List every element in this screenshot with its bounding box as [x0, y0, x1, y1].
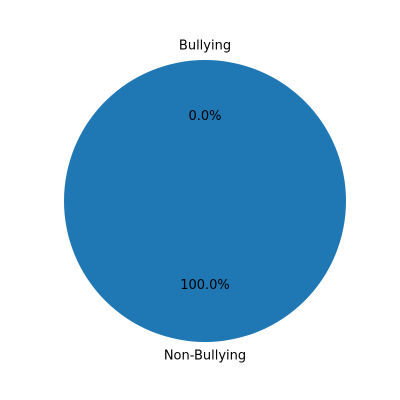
slice-label-non-bullying: Non-Bullying: [164, 349, 246, 364]
pie-labels: Bullying 0.0% Non-Bullying 100.0%: [164, 38, 246, 363]
slice-percent-non-bullying: 100.0%: [180, 278, 230, 293]
slice-label-bullying: Bullying: [179, 38, 231, 53]
slice-percent-bullying: 0.0%: [188, 109, 221, 124]
pie-slices: [64, 60, 346, 342]
pie-slice-non-bullying: [64, 60, 346, 342]
